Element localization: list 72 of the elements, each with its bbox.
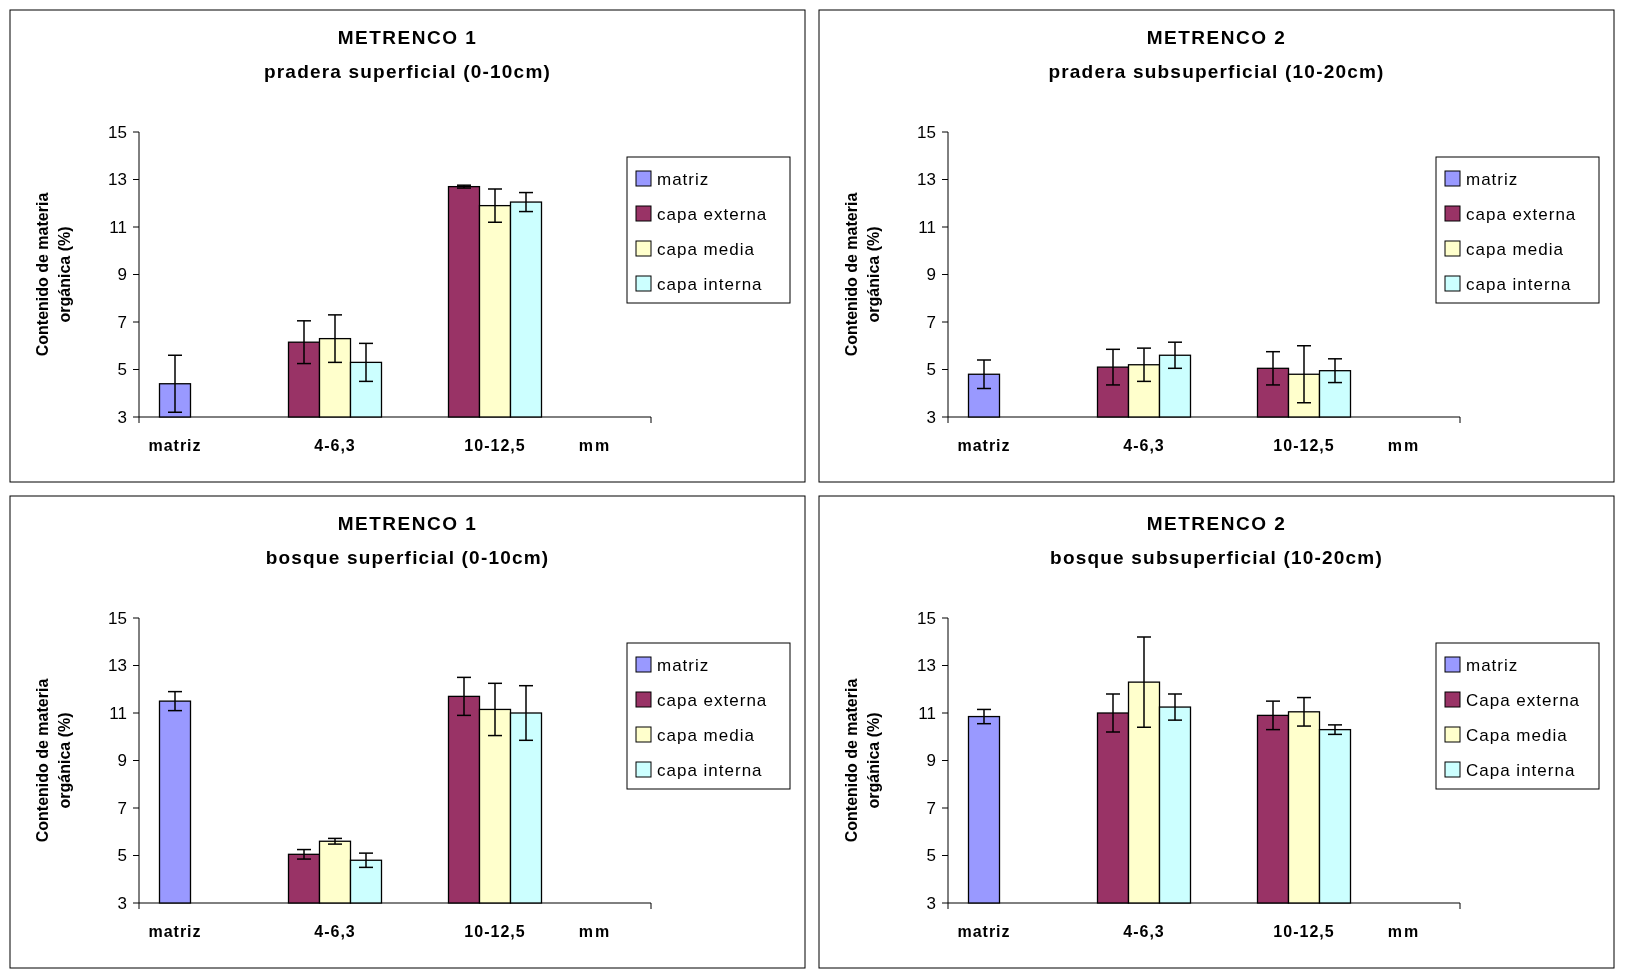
y-tick-label: 13 <box>917 170 936 190</box>
chart-title: METRENCO 2 <box>1146 27 1287 48</box>
y-tick-label: 15 <box>917 608 936 628</box>
y-tick-label: 11 <box>109 703 127 723</box>
chart-title: METRENCO 1 <box>337 27 478 48</box>
x-axis-title: mm <box>1387 923 1421 940</box>
x-tick-label: 10-12,5 <box>464 437 526 454</box>
x-tick-label: matriz <box>148 437 202 454</box>
legend-label: matriz <box>657 655 710 675</box>
y-tick-label: 5 <box>926 360 936 380</box>
legend-label: capa externa <box>1466 204 1577 224</box>
y-tick-label: 9 <box>117 265 127 285</box>
y-tick-label: 7 <box>926 312 936 332</box>
x-tick-label: 4-6,3 <box>314 437 356 454</box>
legend-label: Capa externa <box>1466 690 1581 710</box>
y-tick-label: 9 <box>926 265 936 285</box>
x-tick-label: 10-12,5 <box>1273 923 1335 940</box>
x-axis-title: mm <box>1387 437 1421 454</box>
x-tick-label: matriz <box>957 923 1011 940</box>
chart-subtitle: bosque superficial (0-10cm) <box>265 547 550 568</box>
y-tick-label: 11 <box>918 703 936 723</box>
x-tick-label: 4-6,3 <box>314 923 356 940</box>
x-tick-label: 10-12,5 <box>1273 437 1335 454</box>
legend-label: matriz <box>1466 655 1519 675</box>
legend-label: capa media <box>1466 239 1564 259</box>
x-tick-label: 10-12,5 <box>464 923 526 940</box>
y-axis-title: Contenido de materia orgánica (%) <box>34 192 73 357</box>
y-tick-label: 3 <box>926 407 936 427</box>
x-tick-label: 4-6,3 <box>1123 437 1165 454</box>
y-tick-label: 7 <box>926 798 936 818</box>
legend-label: matriz <box>657 169 710 189</box>
y-tick-label: 7 <box>117 798 127 818</box>
legend-label: capa externa <box>657 690 768 710</box>
chart-title: METRENCO 1 <box>337 513 478 534</box>
chart-title: METRENCO 2 <box>1146 513 1287 534</box>
legend-label: capa media <box>657 725 755 745</box>
x-tick-label: matriz <box>957 437 1011 454</box>
y-tick-label: 5 <box>117 846 127 866</box>
y-tick-label: 13 <box>917 656 936 676</box>
y-tick-label: 15 <box>108 122 127 142</box>
y-tick-label: 9 <box>926 751 936 771</box>
y-tick-label: 13 <box>108 170 127 190</box>
legend-label: Capa media <box>1466 725 1568 745</box>
x-tick-label: 4-6,3 <box>1123 923 1165 940</box>
chart-subtitle: bosque subsuperficial (10-20cm) <box>1050 547 1383 568</box>
y-tick-label: 3 <box>117 893 127 913</box>
y-tick-label: 11 <box>109 217 127 237</box>
y-tick-label: 7 <box>117 312 127 332</box>
y-tick-label: 5 <box>117 360 127 380</box>
chart-subtitle: pradera subsuperficial (10-20cm) <box>1048 61 1385 82</box>
y-tick-label: 11 <box>918 217 936 237</box>
chart-subtitle: pradera superficial (0-10cm) <box>263 61 552 82</box>
y-tick-label: 15 <box>917 122 936 142</box>
legend-label: Capa interna <box>1466 760 1576 780</box>
legend-label: capa interna <box>657 274 763 294</box>
legend-label: capa interna <box>657 760 763 780</box>
x-axis-title: mm <box>578 437 612 454</box>
y-tick-label: 15 <box>108 608 127 628</box>
y-tick-label: 9 <box>117 751 127 771</box>
legend-label: capa externa <box>657 204 768 224</box>
y-tick-label: 13 <box>108 656 127 676</box>
y-axis-title: Contenido de materia orgánica (%) <box>34 678 73 843</box>
y-tick-label: 3 <box>117 407 127 427</box>
x-axis-title: mm <box>578 923 612 940</box>
y-axis-title: Contenido de materia orgánica (%) <box>843 678 882 843</box>
legend-label: capa media <box>657 239 755 259</box>
x-tick-label: matriz <box>148 923 202 940</box>
legend-label: capa interna <box>1466 274 1572 294</box>
y-tick-label: 5 <box>926 846 936 866</box>
y-axis-title: Contenido de materia orgánica (%) <box>843 192 882 357</box>
y-tick-label: 3 <box>926 893 936 913</box>
legend-label: matriz <box>1466 169 1519 189</box>
